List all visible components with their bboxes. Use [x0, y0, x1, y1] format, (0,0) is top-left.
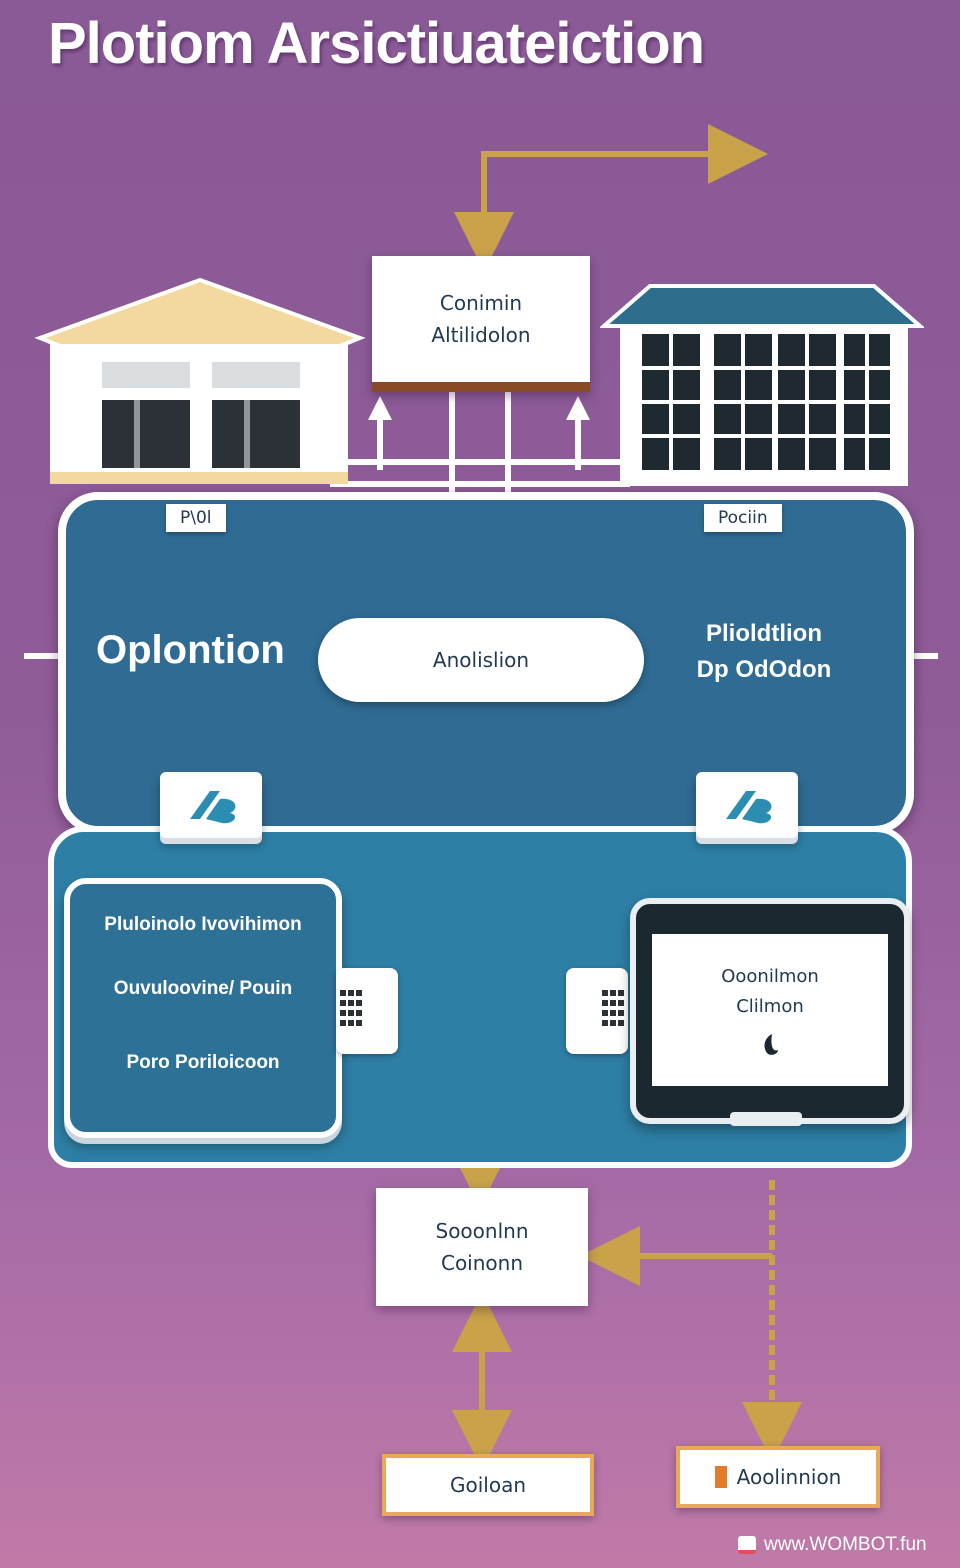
- logo-icon: [190, 791, 236, 824]
- main-left-label: Oplontion: [96, 628, 285, 672]
- top-node-box: Conimin Altilidolon: [372, 256, 590, 392]
- office-building-icon: [600, 284, 924, 486]
- left-card-line2: Ouvuloovine/ Pouin: [113, 978, 293, 999]
- logo-icon: [726, 791, 772, 824]
- right-tag: Pociin: [704, 504, 782, 532]
- grid-icon: [602, 990, 624, 1026]
- top-bus-lines: [24, 392, 938, 659]
- main-right-line1: Plioldtlion: [706, 620, 822, 647]
- left-card-line1: Pluloinolo Ivovihimon: [104, 914, 302, 935]
- middle-node-line2: Coinonn: [440, 1251, 524, 1275]
- right-chip: [566, 968, 628, 1054]
- monitor-line1: Ooonilmon: [721, 966, 819, 987]
- flag-icon: [714, 1466, 727, 1488]
- top-node-line2: Altilidolon: [431, 323, 531, 347]
- house-icon: [34, 277, 366, 484]
- middle-node-box: Sooonlnn Coinonn: [376, 1188, 588, 1306]
- monitor-icon: Ooonilmon Clilmon: [630, 898, 910, 1124]
- left-card-line3: Poro Poriloicoon: [126, 1052, 280, 1073]
- main-right-line2: Dp OdOdon: [696, 656, 832, 683]
- left-tag: P\0l: [166, 504, 226, 532]
- middle-node-line1: Sooonlnn: [435, 1219, 529, 1243]
- wombo-logo-icon: [738, 1536, 756, 1554]
- top-output-arrow: [454, 124, 768, 272]
- center-pill: Anolislion: [318, 618, 644, 702]
- left-info-card: Pluloinolo Ivovihimon Ouvuloovine/ Pouin…: [64, 878, 342, 1138]
- watermark: www.WOMBOT.fun: [738, 1534, 927, 1556]
- bottom-right-scroll: Aoolinnion: [676, 1446, 880, 1508]
- left-chip: [336, 968, 398, 1054]
- logo-badge-right: [696, 772, 798, 838]
- main-right-label: Plioldtlion Dp OdOdon: [664, 616, 864, 688]
- bottom-right-scroll-label: Aoolinnion: [736, 1465, 842, 1489]
- monitor-screen: Ooonilmon Clilmon: [652, 934, 888, 1086]
- top-node-line1: Conimin: [439, 291, 523, 315]
- monitor-stand: [730, 1112, 802, 1126]
- bottom-left-scroll: Goiloan: [382, 1454, 594, 1516]
- monitor-line2: Clilmon: [736, 996, 804, 1017]
- grid-icon: [340, 990, 362, 1026]
- cursor-icon: [764, 1034, 778, 1055]
- logo-badge-left: [160, 772, 262, 838]
- watermark-text: www.WOMBOT.fun: [764, 1534, 927, 1555]
- page-title: Plotiom Arsictiuateiction: [48, 11, 705, 76]
